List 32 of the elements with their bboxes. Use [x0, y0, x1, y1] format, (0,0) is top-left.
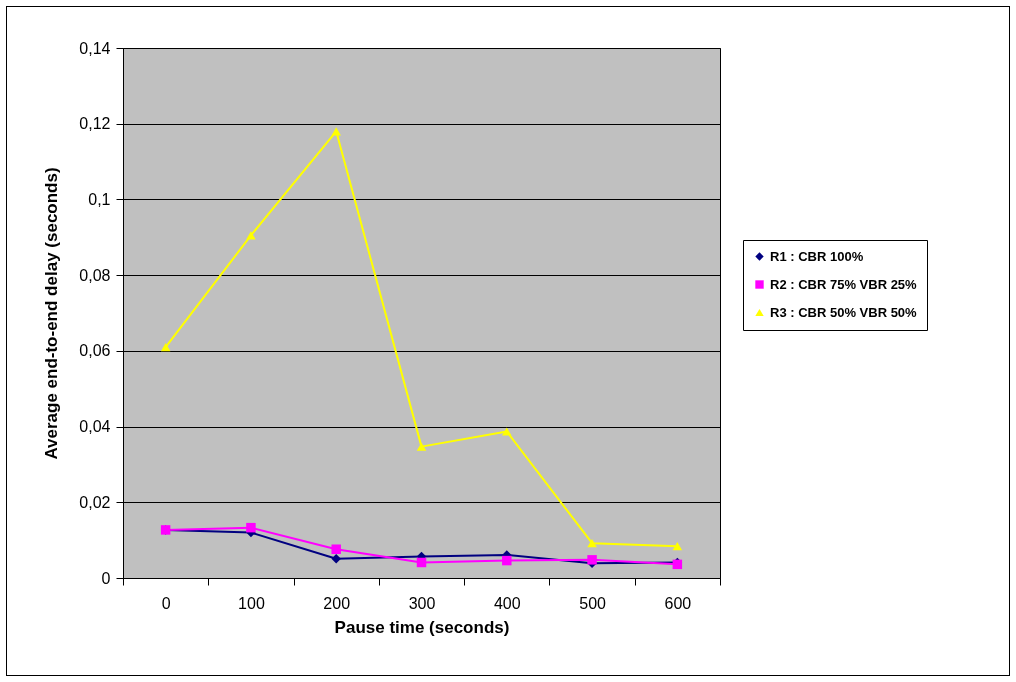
point	[587, 539, 597, 548]
x-tick-label: 500	[579, 594, 607, 612]
point	[331, 127, 341, 136]
legend-label: R3 : CBR 50% VBR 50%	[770, 304, 918, 320]
point	[246, 231, 256, 240]
x-axis-title: Pause time (seconds)	[334, 617, 510, 637]
legend-label: R2 : CBR 75% VBR 25%	[770, 276, 918, 292]
point	[502, 555, 512, 566]
y-tick-label: 0,06	[79, 342, 111, 360]
legend-label: R1 : CBR 100%	[770, 248, 864, 264]
y-tick-label: 0,08	[79, 266, 111, 284]
point	[246, 522, 256, 533]
y-tick-label: 0,1	[88, 190, 111, 208]
point	[331, 544, 341, 554]
point	[331, 553, 341, 564]
point	[416, 557, 427, 568]
x-tick-label: 0	[161, 594, 171, 612]
x-tick-label: 200	[323, 594, 351, 612]
point	[160, 342, 171, 352]
x-tick-label: 400	[493, 594, 521, 612]
point	[672, 542, 683, 551]
y-tick-label: 0,04	[79, 418, 111, 436]
x-tick-label: 300	[408, 594, 436, 612]
point	[416, 442, 427, 451]
y-tick-label: 0,02	[79, 493, 111, 511]
x-tick-label: 600	[664, 594, 692, 612]
y-tick-label: 0,12	[79, 115, 111, 133]
point	[502, 427, 512, 436]
y-tick-label: 0,14	[79, 39, 111, 57]
y-tick-label: 0	[101, 569, 111, 587]
x-tick-label: 100	[238, 594, 265, 612]
y-axis-title: Average end-to-end delay (seconds)	[42, 167, 62, 460]
